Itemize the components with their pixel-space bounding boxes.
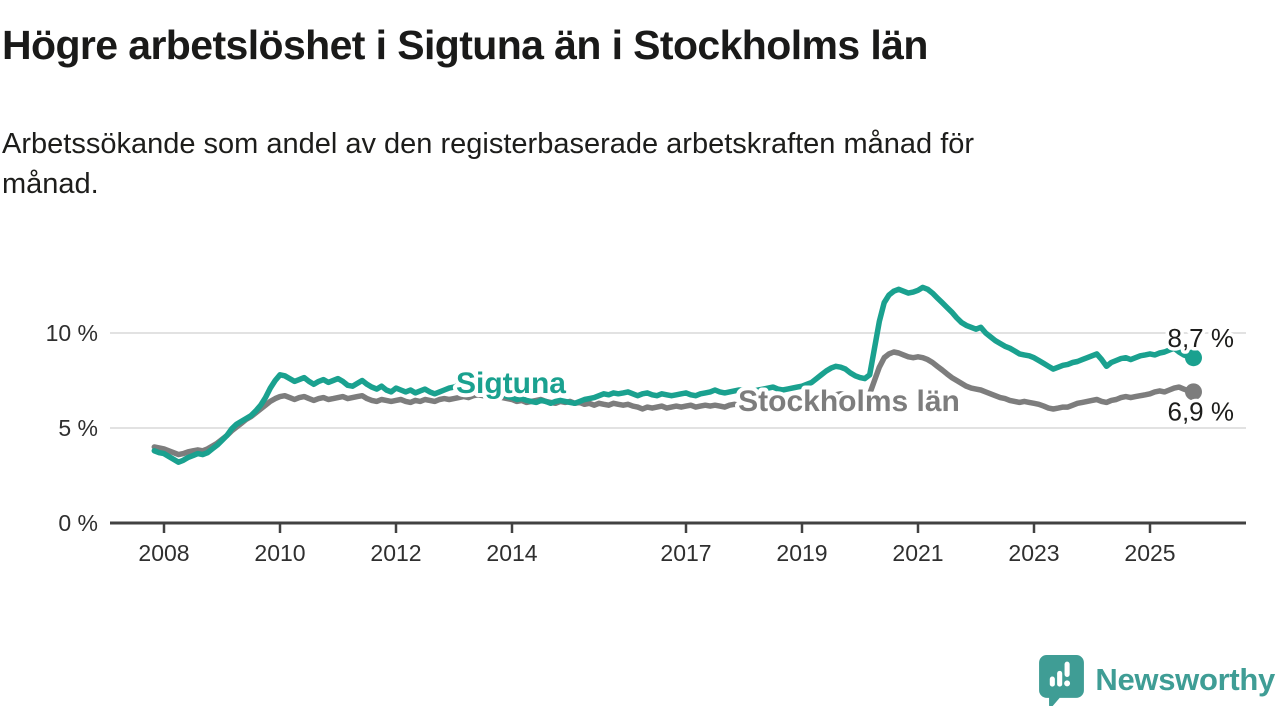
x-axis-tick-label-2017: 2017 [660, 540, 711, 566]
newsworthy-logo-icon [1039, 655, 1085, 706]
stockholms-lan-line [151, 349, 1197, 458]
y-axis-tick-label-10: 10 % [46, 320, 98, 346]
x-axis-tick-label-2025: 2025 [1124, 540, 1175, 566]
x-axis-tick-label-2023: 2023 [1008, 540, 1059, 566]
chart-subtitle: Arbetssökande som andel av den registerb… [2, 124, 974, 204]
sigtuna-line [151, 284, 1197, 465]
sigtuna-end-value-label: 8,7 % [1168, 323, 1235, 353]
stockholms-lan-end-value-label: 6,9 % [1168, 396, 1235, 426]
stockholms-lan-series-label: Stockholms län [738, 385, 960, 418]
newsworthy-logo-text: Newsworthy [1095, 661, 1275, 697]
subtitle-line-2: månad. [2, 168, 99, 200]
x-axis-tick-label-2012: 2012 [370, 540, 421, 566]
y-axis-tick-label-0: 0 % [58, 510, 98, 536]
x-axis-tick-label-2021: 2021 [892, 540, 943, 566]
sigtuna-end-dot [1185, 349, 1202, 367]
x-axis-tick-label-2019: 2019 [776, 540, 827, 566]
page-title: Högre arbetslöshet i Sigtuna än i Stockh… [2, 22, 928, 68]
subtitle-line-1: Arbetssökande som andel av den registerb… [2, 128, 975, 160]
x-axis-tick-label-2010: 2010 [254, 540, 305, 566]
stockholms-lan-end-dot [1185, 383, 1202, 401]
x-axis-tick-label-2014: 2014 [486, 540, 537, 566]
x-axis-tick-label-2008: 2008 [138, 540, 189, 566]
newsworthy-logo: Newsworthy [1037, 653, 1275, 706]
sigtuna-series-label: Sigtuna [456, 367, 566, 400]
y-axis-tick-label-5: 5 % [58, 415, 98, 441]
